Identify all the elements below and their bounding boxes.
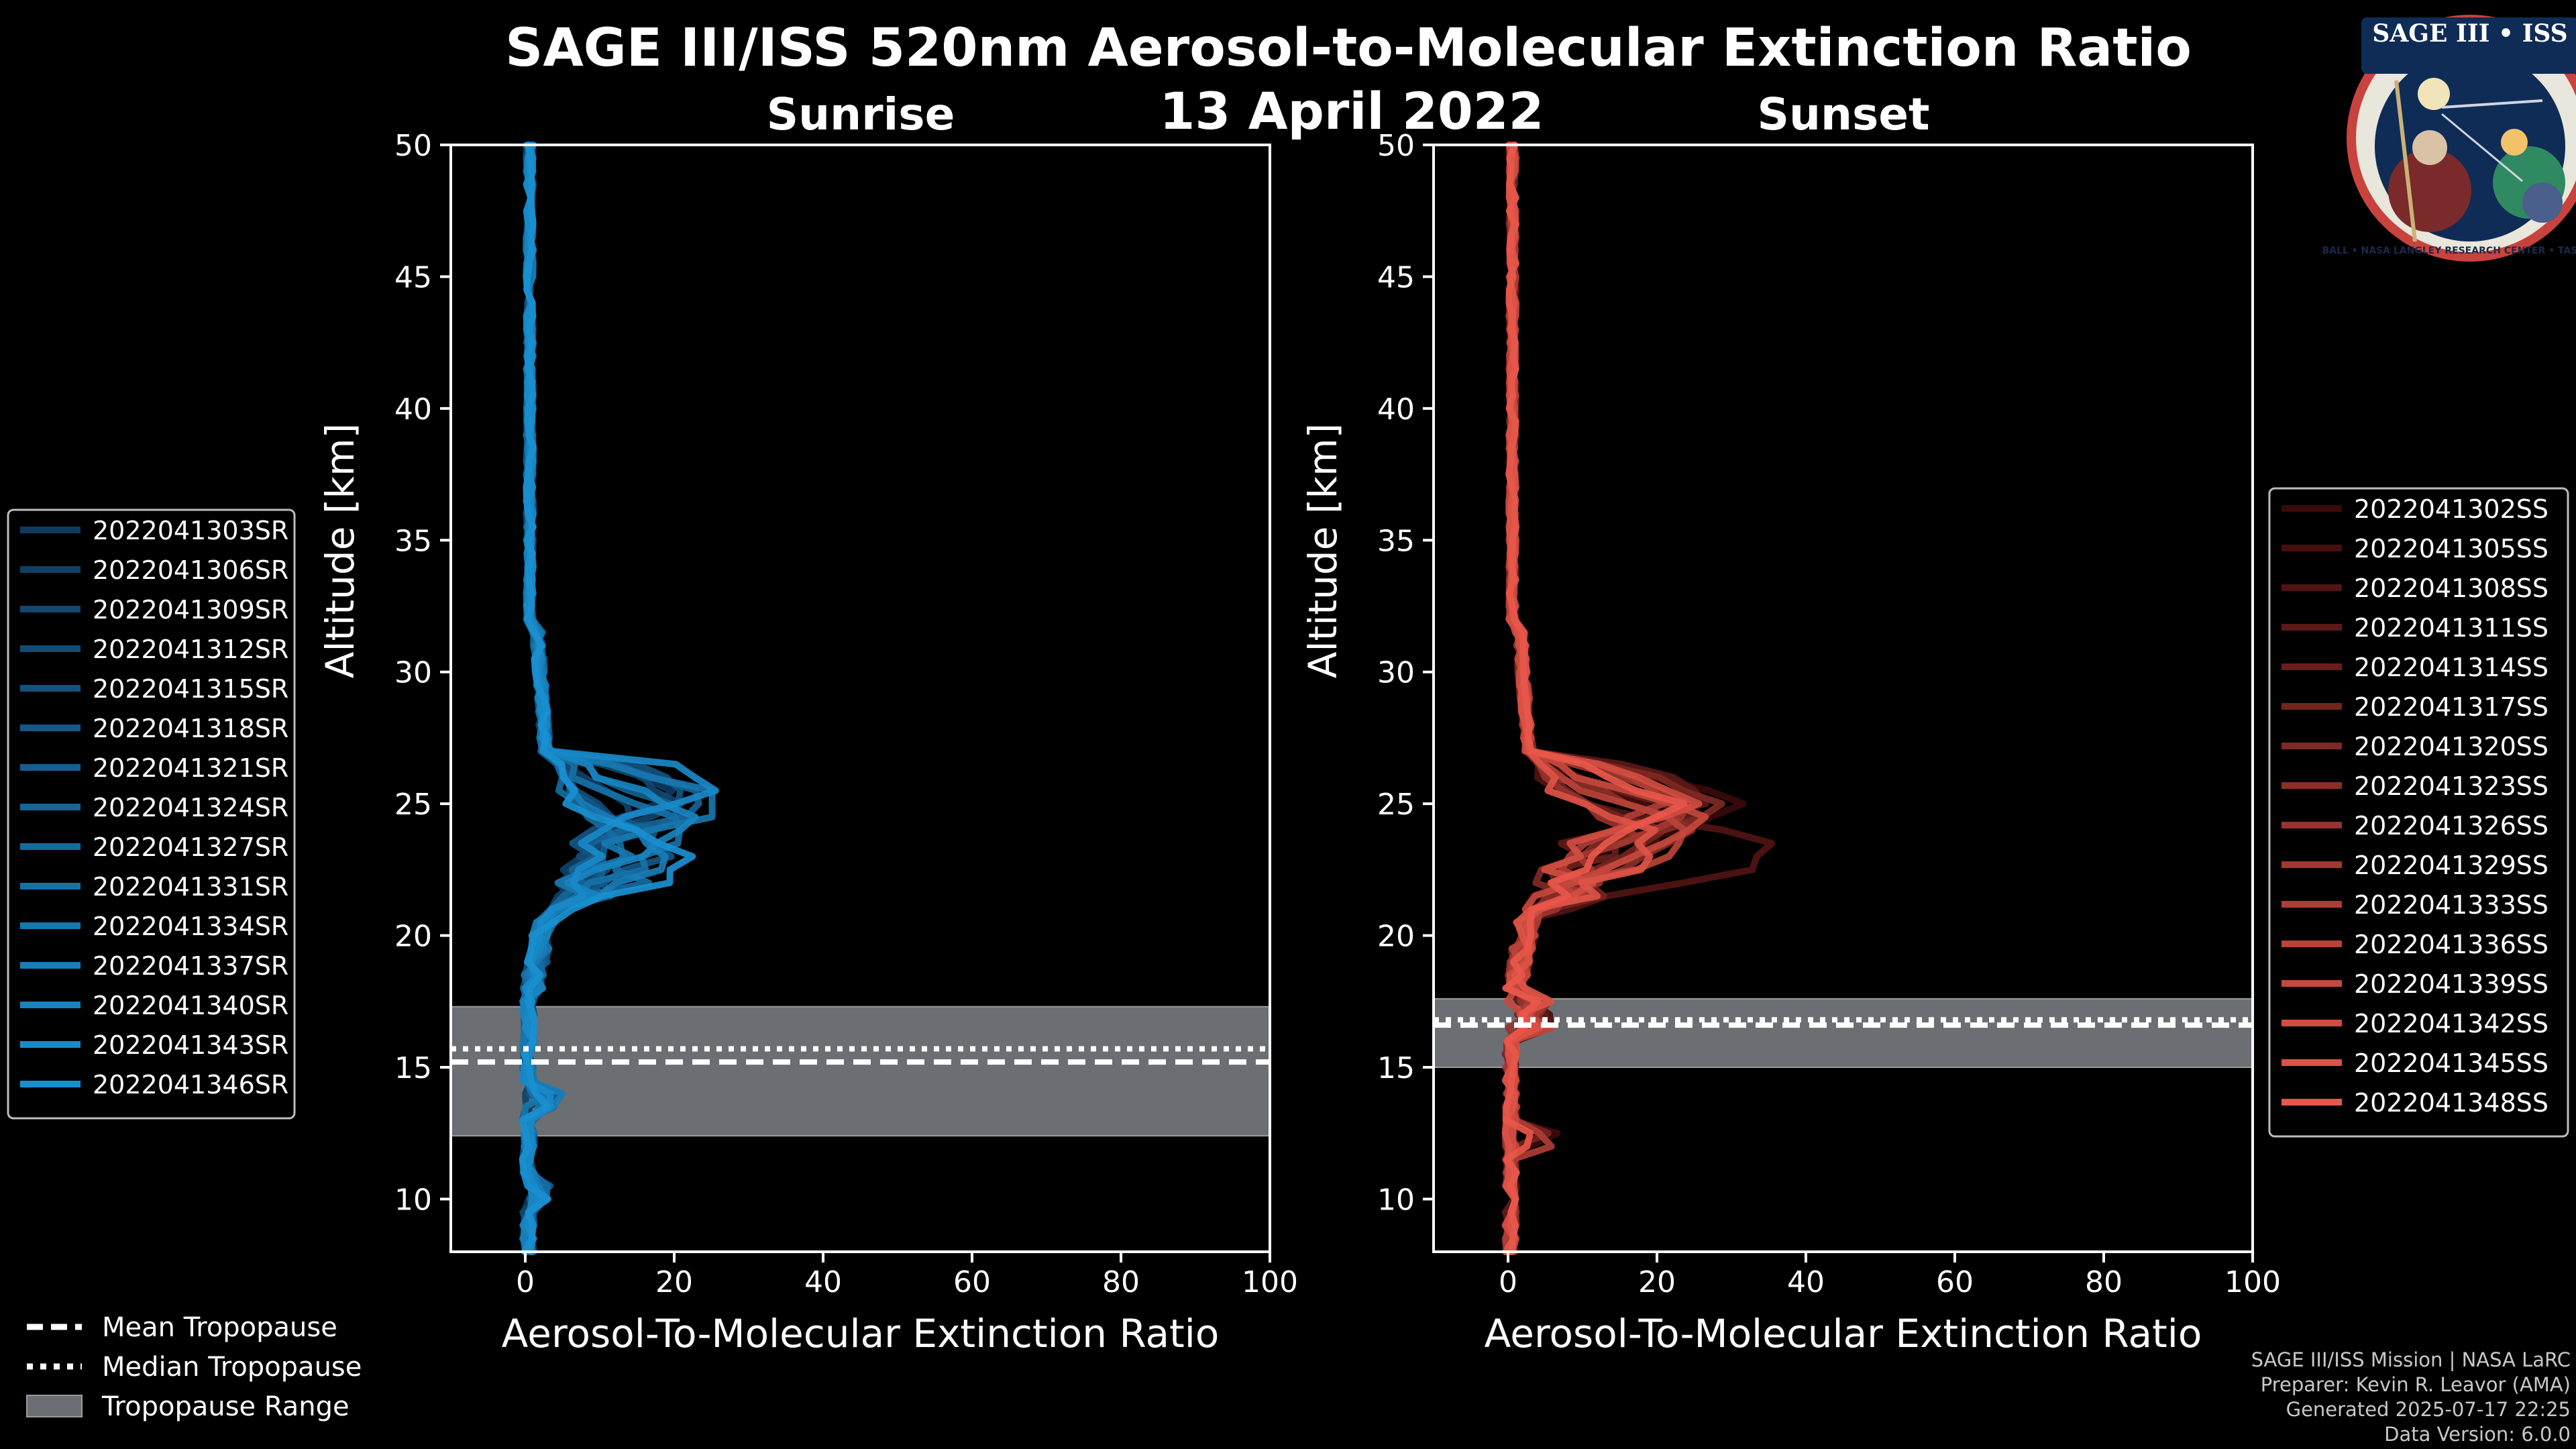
sunset-ytick-label-20: 20 <box>1377 920 1415 954</box>
logo-name: SAGE III • ISS <box>2372 19 2567 48</box>
sunrise-tropopause-range-band <box>450 1006 1271 1137</box>
sunrise-legend-label-2022041334SR: 2022041334SR <box>93 912 288 941</box>
logo-ring-text: BALL • NASA LANGLEY RESEARCH CENTER • TA… <box>2322 246 2576 256</box>
sunset-xtick-label-100: 100 <box>2224 1265 2281 1299</box>
sunrise-xtick-label-40: 40 <box>804 1265 842 1299</box>
sunrise-ytick-label-40: 40 <box>394 392 432 427</box>
sunrise-chart: 0 20 40 60 80 100 10 15 20 25 30 35 40 45 50 Aerosol-To… <box>317 129 1298 1356</box>
sunrise-legend-label-2022041312SR: 2022041312SR <box>93 635 288 664</box>
sunset-xtick-label-20: 20 <box>1638 1265 1676 1299</box>
sunset-legend-label-2022041326SS: 2022041326SS <box>2354 811 2548 841</box>
sunset-xtick-label-80: 80 <box>2085 1265 2123 1299</box>
sunrise-xtick-label-20: 20 <box>655 1265 693 1299</box>
sunrise-ytick-label-50: 50 <box>394 129 432 163</box>
sunrise-ytick-label-10: 10 <box>394 1183 432 1217</box>
sunrise-legend-label-2022041321SR: 2022041321SR <box>93 753 288 783</box>
sunrise-ytick-label-30: 30 <box>394 656 432 690</box>
sunset-legend-label-2022041323SS: 2022041323SS <box>2354 771 2548 801</box>
sunrise-ytick-label-25: 25 <box>394 788 432 822</box>
sunset-profile-2022041348SS <box>1502 142 1688 1255</box>
sunset-legend-label-2022041333SS: 2022041333SS <box>2354 890 2548 920</box>
sunset-legend-label-2022041345SS: 2022041345SS <box>2354 1049 2548 1078</box>
sunrise-profile-2022041346SR <box>519 142 696 1255</box>
footer-credits: SAGE III/ISS Mission | NASA LaRC Prepare… <box>2251 1348 2571 1446</box>
sunset-chart: 0 20 40 60 80 100 10 15 20 25 30 35 40 45 50 Aerosol-To… <box>1300 129 2281 1356</box>
sunset-ytick-label-35: 35 <box>1377 524 1415 558</box>
sunrise-xtick-label-80: 80 <box>1102 1265 1140 1299</box>
sunrise-axes-frame <box>449 144 1271 1253</box>
sunset-axes-frame <box>1432 144 2254 1253</box>
sunrise-legend-label-2022041343SR: 2022041343SR <box>93 1030 288 1060</box>
figure-date: 13 April 2022 <box>1159 81 1544 141</box>
sunrise-legend-label-2022041303SR: 2022041303SR <box>93 516 288 545</box>
sunset-legend: 2022041302SS 2022041305SS 2022041308SS 2022… <box>2268 487 2569 1138</box>
sunset-xtick-label-0: 0 <box>1499 1265 1517 1299</box>
footer-line-mission: SAGE III/ISS Mission | NASA LaRC <box>2251 1348 2571 1371</box>
sunrise-x-axis-label: Aerosol-To-Molecular Extinction Ratio <box>502 1311 1220 1356</box>
sunrise-legend-label-2022041327SR: 2022041327SR <box>93 833 288 862</box>
sunrise-xtick-label-100: 100 <box>1242 1265 1298 1299</box>
sunset-ytick-label-40: 40 <box>1377 392 1415 427</box>
sunrise-legend-label-2022041331SR: 2022041331SR <box>93 872 288 902</box>
sunset-panel-title: Sunset <box>1757 89 1929 140</box>
mean-tropopause-legend-label: Mean Tropopause <box>102 1312 337 1343</box>
sunset-xtick-label-40: 40 <box>1787 1265 1825 1299</box>
sunrise-ytick-label-45: 45 <box>394 260 432 294</box>
sunrise-legend-label-2022041306SR: 2022041306SR <box>93 555 288 585</box>
sunset-legend-label-2022041305SS: 2022041305SS <box>2354 534 2548 564</box>
sunrise-ytick-label-35: 35 <box>394 524 432 558</box>
median-tropopause-legend-label: Median Tropopause <box>102 1352 362 1383</box>
sunrise-legend-label-2022041318SR: 2022041318SR <box>93 714 288 743</box>
sunrise-xtick-label-0: 0 <box>516 1265 535 1299</box>
sunset-legend-label-2022041302SS: 2022041302SS <box>2354 494 2548 524</box>
tropopause-legend: Mean Tropopause Median Tropopause Tropop… <box>26 1312 362 1422</box>
sunrise-legend-label-2022041346SR: 2022041346SR <box>93 1070 288 1099</box>
sunset-legend-label-2022041311SS: 2022041311SS <box>2354 613 2548 643</box>
sunrise-legend-label-2022041324SR: 2022041324SR <box>93 793 288 822</box>
sunrise-legend-label-2022041315SR: 2022041315SR <box>93 674 288 704</box>
sunset-ytick-label-10: 10 <box>1377 1183 1415 1217</box>
sunrise-panel-title: Sunrise <box>767 89 955 140</box>
sunset-legend-box <box>2268 487 2569 1138</box>
sunset-tropopause-range-band <box>1433 998 2253 1069</box>
sunset-legend-label-2022041336SS: 2022041336SS <box>2354 930 2548 959</box>
sunrise-ytick-label-20: 20 <box>394 920 432 954</box>
sunset-legend-label-2022041348SS: 2022041348SS <box>2354 1088 2548 1118</box>
footer-line-version: Data Version: 6.0.0 <box>2384 1423 2571 1446</box>
sunset-ytick-label-45: 45 <box>1377 260 1415 294</box>
sunrise-legend-label-2022041337SR: 2022041337SR <box>93 951 288 981</box>
sunset-y-axis-label: Altitude [km] <box>1300 423 1346 678</box>
sunrise-legend-label-2022041340SR: 2022041340SR <box>93 991 288 1020</box>
sunrise-legend: 2022041303SR 2022041306SR 2022041309SR 2022… <box>7 508 296 1120</box>
sunset-ytick-label-30: 30 <box>1377 656 1415 690</box>
figure-title: SAGE III/ISS 520nm Aerosol-to-Molecular … <box>505 18 2192 78</box>
tropopause-range-legend-swatch <box>26 1395 83 1417</box>
sunset-ytick-label-50: 50 <box>1377 129 1415 163</box>
sunset-legend-label-2022041342SS: 2022041342SS <box>2354 1009 2548 1038</box>
sunset-legend-label-2022041314SS: 2022041314SS <box>2354 653 2548 682</box>
sunset-legend-label-2022041308SS: 2022041308SS <box>2354 574 2548 603</box>
sunset-legend-label-2022041329SS: 2022041329SS <box>2354 851 2548 880</box>
sunset-xtick-label-60: 60 <box>1936 1265 1974 1299</box>
sunrise-ytick-label-15: 15 <box>394 1051 432 1085</box>
footer-line-generated: Generated 2025-07-17 22:25 <box>2286 1398 2571 1421</box>
sunrise-xtick-label-60: 60 <box>953 1265 991 1299</box>
sunset-x-axis-label: Aerosol-To-Molecular Extinction Ratio <box>1485 1311 2202 1356</box>
sunset-ytick-label-25: 25 <box>1377 788 1415 822</box>
tropopause-range-legend-label: Tropopause Range <box>101 1391 350 1422</box>
footer-line-preparer: Preparer: Kevin R. Leavor (AMA) <box>2261 1373 2571 1396</box>
sunrise-y-axis-label: Altitude [km] <box>317 423 363 678</box>
sunset-ytick-label-15: 15 <box>1377 1051 1415 1085</box>
sage-iii-iss-logo: SAGE III • ISS BALL • NASA LANGLEY RESEA… <box>2322 15 2576 262</box>
sunset-legend-label-2022041339SS: 2022041339SS <box>2354 969 2548 999</box>
sunset-legend-label-2022041320SS: 2022041320SS <box>2354 732 2548 761</box>
sunrise-legend-label-2022041309SR: 2022041309SR <box>93 595 288 625</box>
sunset-legend-label-2022041317SS: 2022041317SS <box>2354 692 2548 722</box>
